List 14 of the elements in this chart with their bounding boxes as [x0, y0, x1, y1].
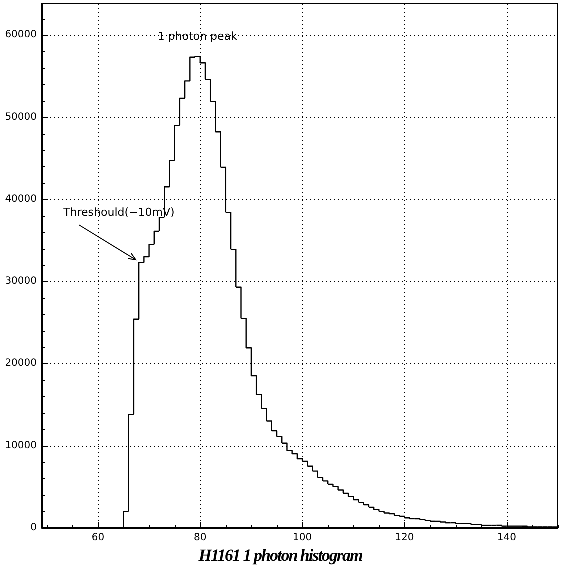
y-tick-label: 20000 [5, 358, 37, 370]
y-tick-label: 50000 [5, 112, 37, 123]
x-tick-label: 100 [293, 532, 312, 544]
y-tick-label: 0 [30, 522, 37, 534]
x-tick-label: 80 [194, 532, 207, 544]
y-tick-label: 30000 [5, 276, 37, 288]
x-tick-label: 140 [497, 532, 516, 544]
x-tick-label: 60 [92, 532, 105, 544]
x-tick-label: 120 [395, 532, 414, 544]
y-tick-label: 40000 [5, 194, 37, 205]
y-tick-label: 10000 [5, 440, 37, 452]
text: H1161 1 photon histogram [198, 546, 364, 566]
y-tick-label: 60000 [5, 30, 37, 41]
annotation: 1 photon peak [158, 30, 238, 43]
